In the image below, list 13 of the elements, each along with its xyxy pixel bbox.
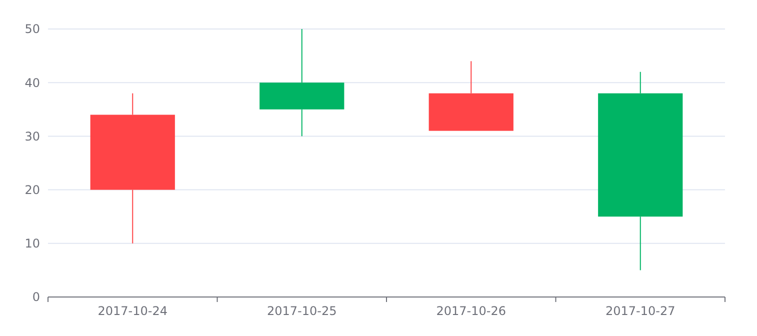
y-tick-label: 10 [24,236,40,251]
x-tick-label: 2017-10-25 [267,304,337,318]
x-tick-label: 2017-10-27 [606,304,676,318]
candlestick [598,71,683,271]
y-tick-label: 0 [32,290,40,304]
y-tick-label: 30 [24,129,40,144]
y-tick-label: 50 [24,22,40,36]
y-tick-label: 20 [24,183,40,197]
candlestick [90,92,175,244]
y-tick-label: 40 [24,76,40,90]
candlestick [260,28,344,137]
x-tick-label: 2017-10-24 [98,304,168,318]
x-tick-label: 2017-10-26 [436,304,506,318]
